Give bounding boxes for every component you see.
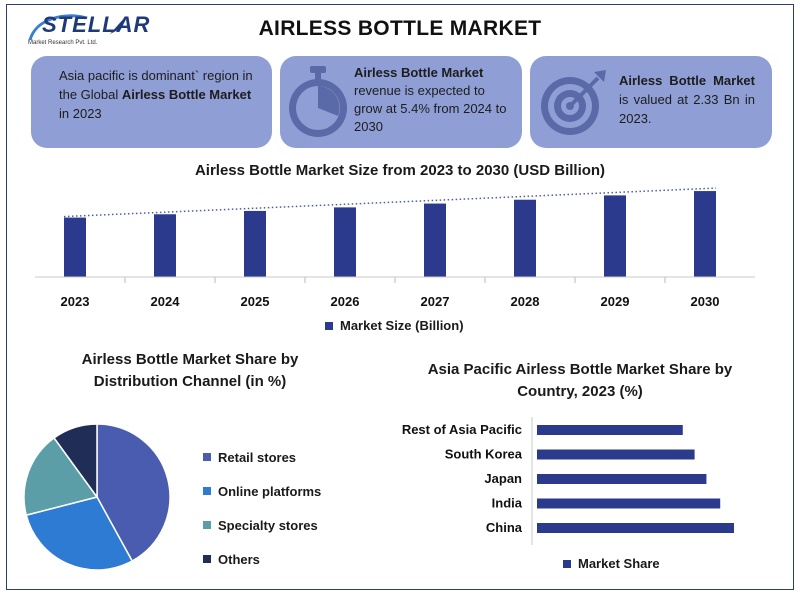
bar-2030 <box>694 191 716 277</box>
y-tick-label: India <box>492 496 523 511</box>
box3-text-post: is valued at 2.33 Bn in 2023. <box>619 92 755 126</box>
box2-text-post: revenue is expected to grow at 5.4% from… <box>354 83 507 134</box>
x-tick-label: 2030 <box>691 294 720 309</box>
distribution-pie-chart <box>23 423 171 571</box>
bar-2025 <box>244 210 266 277</box>
info-box-region: Asia pacific is dominant` region in the … <box>31 56 272 148</box>
box3-text-bold: Airless Bottle Market <box>619 73 755 88</box>
logo-name: STELLAR <box>42 12 151 37</box>
pie-legend-label: Retail stores <box>218 449 297 465</box>
stopwatch-icon <box>289 66 347 137</box>
hbar-south-korea <box>537 449 695 460</box>
pie-slice-others <box>53 423 98 500</box>
box1-text-bold: Airless Bottle Market <box>121 87 252 102</box>
pie-legend-swatch <box>203 555 211 563</box>
pie-legend-label: Others <box>218 551 260 567</box>
country-legend: Market Share <box>563 556 660 571</box>
pie-slice-specialty-stores <box>23 436 99 517</box>
box2-text-bold: Airless Bottle Market <box>354 65 484 80</box>
info-box-value: Airless Bottle Market is valued at 2.33 … <box>530 56 772 148</box>
stellar-logo: STELLAR Market Research Pvt. Ltd. <box>26 10 149 54</box>
country-share-bar-chart: Rest of Asia Pacific South Korea Japan Indi… <box>402 417 734 545</box>
y-tick-label: South Korea <box>445 447 523 462</box>
infographic-frame <box>6 4 794 590</box>
bar-2028 <box>514 199 536 277</box>
logo-subtitle: Market Research Pvt. Ltd. <box>28 40 98 46</box>
x-tick-label: 2023 <box>61 294 90 309</box>
box1-text-post: in 2023 <box>59 106 102 121</box>
page-title: AIRLESS BOTTLE MARKET <box>258 17 542 40</box>
pie-legend-item: Online platforms <box>203 474 321 508</box>
pie-legend-item: Specialty stores <box>203 508 321 542</box>
x-tick-label: 2024 <box>151 294 181 309</box>
x-tick-label: 2027 <box>421 294 450 309</box>
bar-2024 <box>154 214 176 277</box>
pie-legend-item: Others <box>203 542 321 576</box>
x-tick-label: 2026 <box>331 294 360 309</box>
y-tick-label: China <box>486 520 523 535</box>
x-tick-label: 2025 <box>241 294 270 309</box>
country-legend-label: Market Share <box>578 556 660 571</box>
bar-2029 <box>604 195 626 277</box>
hbar-japan <box>537 474 707 484</box>
target-arrow-icon <box>541 70 606 135</box>
bar-2026 <box>334 207 356 277</box>
pie-legend-label: Specialty stores <box>218 517 318 533</box>
pie-legend-item: Retail stores <box>203 440 321 474</box>
trendline <box>63 187 717 218</box>
bar-chart-title: Airless Bottle Market Size from 2023 to … <box>194 162 606 179</box>
bar-legend: Market Size (Billion) <box>325 318 464 333</box>
y-tick-label: Rest of Asia Pacific <box>402 422 522 437</box>
pie-legend-swatch <box>203 487 211 495</box>
pie-slice-retail-stores <box>96 423 171 562</box>
pie-legend-swatch <box>203 453 211 461</box>
pie-chart-title: Airless Bottle Market Share by Distribut… <box>81 351 299 390</box>
box1-text-pre: Asia pacific is dominant` region in the … <box>59 68 253 102</box>
y-tick-label: Japan <box>484 471 522 486</box>
pie-legend: Retail stores Online platforms Specialty s… <box>203 440 321 576</box>
bar-legend-label: Market Size (Billion) <box>340 318 464 333</box>
x-tick-label: 2028 <box>511 294 540 309</box>
pie-legend-swatch <box>203 521 211 529</box>
country-legend-swatch <box>563 559 571 568</box>
hbar-india <box>537 498 721 509</box>
pie-slice-online-platforms <box>25 496 134 571</box>
x-tick-label: 2029 <box>601 294 630 309</box>
bar-legend-swatch <box>325 321 333 330</box>
market-size-bar-chart: 2023 2024 2025 2026 2027 2028 2029 2030 <box>35 187 755 309</box>
bar-2023 <box>64 217 86 277</box>
hbar-rest-of-asia-pacific <box>537 425 683 435</box>
pie-legend-label: Online platforms <box>218 483 322 499</box>
info-box-growth: Airless Bottle Market revenue is expecte… <box>280 56 522 148</box>
hbar-china <box>537 523 734 533</box>
bar-2027 <box>424 203 446 277</box>
logo-swoosh-icon <box>28 14 126 41</box>
country-chart-title: Asia Pacific Airless Bottle Market Share… <box>427 361 733 400</box>
